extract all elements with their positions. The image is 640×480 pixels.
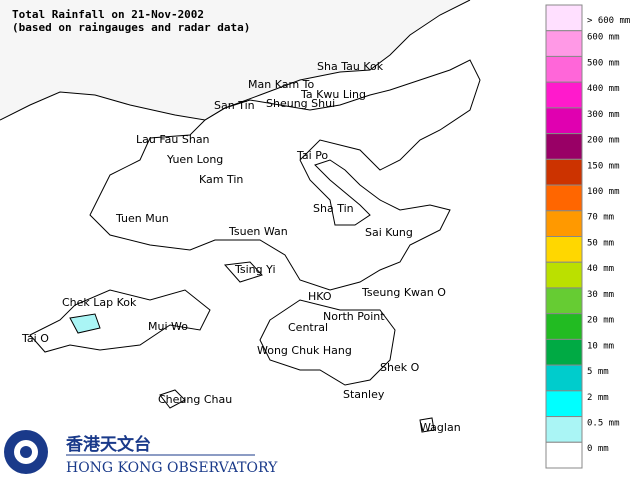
- title: Total Rainfall on 21-Nov-2002: [12, 8, 204, 21]
- logo-emblem-core: [20, 446, 32, 458]
- legend-label: 20 mm: [587, 316, 614, 326]
- legend-label: 50 mm: [587, 238, 614, 248]
- legend-swatch: [545, 287, 583, 315]
- place-label: Ta Kwu Ling: [300, 88, 366, 101]
- islands: [159, 261, 435, 433]
- place-label: Sha Tau Kok: [317, 60, 384, 73]
- legend-swatch: [545, 158, 583, 186]
- place-label: Shek O: [380, 361, 420, 374]
- legend-label: 150 mm: [587, 161, 620, 171]
- legend-label: 40 mm: [587, 264, 614, 274]
- place-label: Man Kam To: [248, 78, 315, 91]
- place-label: Sheung Shui: [266, 97, 335, 110]
- legend-swatch: [545, 390, 583, 418]
- legend-label: > 600 mm: [587, 16, 630, 26]
- lantau-island: [29, 289, 211, 353]
- new-territories-coast: [89, 59, 481, 291]
- legend-label: 10 mm: [587, 341, 614, 351]
- legend-label: 2 mm: [587, 393, 609, 403]
- legend-swatch: [545, 184, 583, 212]
- legend-label: 500 mm: [587, 58, 620, 68]
- place-label: Kam Tin: [199, 173, 243, 186]
- place-label: Sai Kung: [365, 226, 413, 239]
- legend-label: 0.5 mm: [587, 418, 620, 428]
- legend-label: 600 mm: [587, 33, 620, 43]
- hong-kong-island: [259, 299, 396, 386]
- legend-label: 0 mm: [587, 444, 609, 454]
- place-label: Tsing Yi: [234, 263, 276, 276]
- legend-swatch: [545, 364, 583, 392]
- place-label: Yuen Long: [166, 153, 223, 166]
- legend: > 600 mm 600 mm 500 mm 400 mm 300 mm 200 mm 15…: [545, 4, 630, 469]
- legend-label: 100 mm: [587, 187, 620, 197]
- place-label: Wong Chuk Hang: [257, 344, 352, 357]
- legend-label: 300 mm: [587, 110, 620, 120]
- legend-swatch: [545, 261, 583, 289]
- logo: 香港天文台 HONG KONG OBSERVATORY: [4, 430, 278, 476]
- place-label: San Tin: [214, 99, 255, 112]
- place-label: Chek Lap Kok: [62, 296, 137, 309]
- legend-swatch: [545, 236, 583, 263]
- border: [0, 0, 471, 121]
- place-label: Tai O: [21, 332, 49, 345]
- legend-swatch: [545, 81, 583, 109]
- place-label: HKO: [308, 290, 332, 303]
- place-label: Sha Tin: [313, 202, 354, 215]
- legend-swatch: [545, 210, 583, 237]
- logo-english: HONG KONG OBSERVATORY: [66, 460, 278, 476]
- legend-swatch: [545, 313, 583, 340]
- legend-label: 30 mm: [587, 290, 614, 300]
- place-label: Tseung Kwan O: [361, 286, 446, 299]
- legend-label: 70 mm: [587, 213, 614, 223]
- place-label: Stanley: [343, 388, 385, 401]
- place-label: North Point: [323, 310, 385, 323]
- legend-label: 5 mm: [587, 367, 609, 377]
- place-label: Lau Fau Shan: [136, 133, 210, 146]
- place-label: Cheung Chau: [158, 393, 232, 406]
- legend-swatch: [545, 441, 583, 469]
- legend-label: 200 mm: [587, 136, 620, 146]
- place-label: Tai Po: [296, 149, 328, 162]
- place-label: Tsuen Wan: [228, 225, 288, 238]
- place-label: Central: [288, 321, 328, 334]
- logo-chinese: 香港天文台: [66, 434, 151, 455]
- legend-swatch: [545, 338, 583, 366]
- legend-swatch: [545, 4, 583, 32]
- legend-swatch: [545, 55, 583, 83]
- legend-swatch: [545, 416, 583, 443]
- legend-swatch: [545, 30, 583, 57]
- place-label: Waglan: [420, 421, 461, 434]
- subtitle: (based on raingauges and radar data): [12, 21, 250, 34]
- place-label: Mui Wo: [148, 320, 188, 333]
- mainland-china: [0, 0, 470, 120]
- legend-label: 400 mm: [587, 84, 620, 94]
- legend-swatch: [545, 133, 583, 160]
- place-label: Tuen Mun: [115, 212, 169, 225]
- legend-swatch: [545, 107, 583, 135]
- rain-area: [69, 313, 101, 334]
